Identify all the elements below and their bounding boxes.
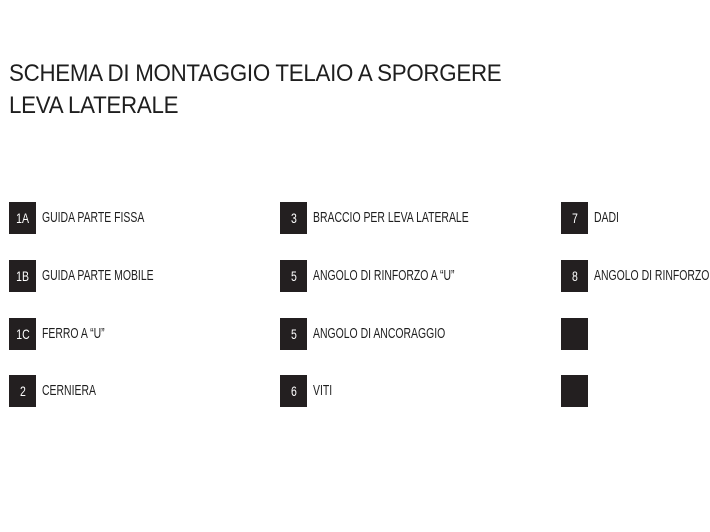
part-label: CERNIERA xyxy=(42,383,96,399)
part-number-badge xyxy=(561,318,588,350)
legend-item: 1B GUIDA PARTE MOBILE xyxy=(9,260,197,292)
part-code: 1C xyxy=(15,326,30,342)
part-number-badge: 1C xyxy=(9,318,36,350)
legend-item: 7 DADI xyxy=(561,202,629,234)
legend-item xyxy=(561,318,594,350)
part-code: 8 xyxy=(571,268,578,284)
part-label: GUIDA PARTE MOBILE xyxy=(42,268,154,284)
legend-item: 5 ANGOLO DI ANCORAGGIO xyxy=(280,318,497,350)
part-number-badge: 5 xyxy=(280,318,307,350)
legend-item: 1C FERRO A “U” xyxy=(9,318,129,350)
part-number-badge xyxy=(561,375,588,407)
legend-item: 8 ANGOLO DI RINFORZO xyxy=(561,260,710,292)
part-number-badge: 1A xyxy=(9,202,36,234)
part-label: BRACCIO PER LEVA LATERALE xyxy=(313,210,469,226)
part-number-badge: 6 xyxy=(280,375,307,407)
part-code: 7 xyxy=(571,210,578,226)
part-number-badge: 3 xyxy=(280,202,307,234)
legend-item: 2 CERNIERA xyxy=(9,375,117,407)
part-number-badge: 7 xyxy=(561,202,588,234)
part-label: ANGOLO DI ANCORAGGIO xyxy=(313,326,446,342)
part-label: FERRO A “U” xyxy=(42,326,105,342)
part-label: VITI xyxy=(313,383,333,399)
part-code: 2 xyxy=(19,383,26,399)
part-label: DADI xyxy=(594,210,619,226)
part-code: 6 xyxy=(290,383,297,399)
legend-item: 3 BRACCIO PER LEVA LATERALE xyxy=(280,202,529,234)
part-number-badge: 5 xyxy=(280,260,307,292)
part-number-badge: 8 xyxy=(561,260,588,292)
legend-item: 5 ANGOLO DI RINFORZO A “U” xyxy=(280,260,510,292)
title-line-1: SCHEMA DI MONTAGGIO TELAIO A SPORGERE xyxy=(9,60,502,87)
part-label: ANGOLO DI RINFORZO xyxy=(594,268,710,284)
part-code: 5 xyxy=(290,268,297,284)
part-number-badge: 2 xyxy=(9,375,36,407)
document-title: SCHEMA DI MONTAGGIO TELAIO A SPORGERE LE… xyxy=(9,58,538,122)
part-code: 3 xyxy=(290,210,297,226)
legend-item: 1A GUIDA PARTE FISSA xyxy=(9,202,184,234)
part-code: 5 xyxy=(290,326,297,342)
part-label: ANGOLO DI RINFORZO A “U” xyxy=(313,268,455,284)
legend-item: 6 VITI xyxy=(280,375,340,407)
part-code: 1A xyxy=(16,210,29,226)
part-code: 1B xyxy=(16,268,29,284)
legend-item xyxy=(561,375,594,407)
part-label: GUIDA PARTE FISSA xyxy=(42,210,145,226)
title-line-2: LEVA LATERALE xyxy=(9,92,179,119)
part-number-badge: 1B xyxy=(9,260,36,292)
